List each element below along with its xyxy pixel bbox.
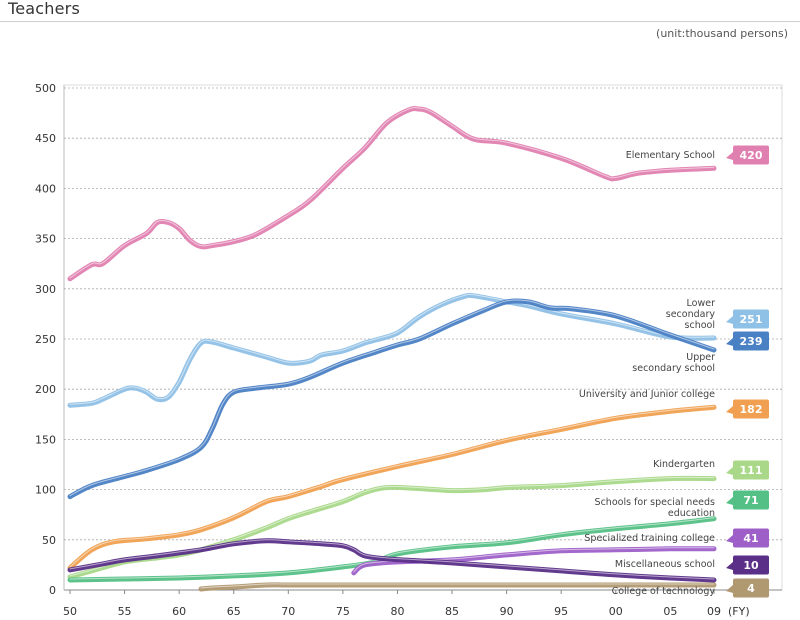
series-label-lower-secondary-school: school bbox=[685, 320, 715, 331]
series-line-elementary-school bbox=[67, 106, 717, 282]
y-tick-label: 200 bbox=[35, 383, 56, 396]
y-tick-label: 450 bbox=[35, 132, 56, 145]
x-tick-label: 75 bbox=[336, 605, 350, 618]
series-label-specialized-training-college: Specialized training college bbox=[584, 533, 715, 544]
value-badge-schools-for-special-needs-education bbox=[733, 490, 769, 510]
y-tick-label: 500 bbox=[35, 82, 56, 95]
series-line-miscellaneous-school bbox=[67, 538, 717, 583]
series-lines bbox=[67, 106, 717, 592]
y-tick-label: 400 bbox=[35, 182, 56, 195]
value-badge-text-kindergarten: 111 bbox=[740, 464, 763, 477]
series-label-kindergarten: Kindergarten bbox=[653, 459, 715, 470]
series-highlight-specialized-training-college bbox=[353, 547, 715, 573]
series-line-university-and-junior-college bbox=[67, 404, 717, 571]
badge-pointer-miscellaneous-school bbox=[726, 562, 733, 570]
x-tick-label: 85 bbox=[445, 605, 459, 618]
x-tick-label: 05 bbox=[663, 605, 677, 618]
x-tick-label: 50 bbox=[63, 605, 77, 618]
series-line-college-of-technology bbox=[198, 582, 717, 592]
badge-pointer-specialized-training-college bbox=[726, 535, 733, 543]
series-line-upper-secondary-school bbox=[67, 298, 717, 500]
x-tick-label: 80 bbox=[390, 605, 404, 618]
y-tick-label: 150 bbox=[35, 433, 56, 446]
series-label-lower-secondary-school: Lower bbox=[687, 298, 716, 309]
value-badge-kindergarten bbox=[733, 460, 769, 480]
y-tick-label: 100 bbox=[35, 484, 56, 497]
series-label-upper-secondary-school: Upper bbox=[686, 352, 715, 363]
x-tick-label: 09 bbox=[707, 605, 721, 618]
value-badge-university-and-junior-college bbox=[733, 399, 769, 419]
badge-pointer-schools-for-special-needs-education bbox=[726, 497, 733, 505]
badge-pointer-kindergarten bbox=[726, 467, 733, 475]
series-labels: 420 Elementary School 251 Lowersecondarysch… bbox=[579, 145, 769, 598]
y-tick-label: 50 bbox=[42, 534, 56, 547]
value-badge-text-lower-secondary-school: 251 bbox=[740, 313, 763, 326]
value-badge-elementary-school bbox=[733, 145, 769, 165]
value-badge-specialized-training-college bbox=[733, 528, 769, 548]
badge-pointer-lower-secondary-school bbox=[726, 316, 733, 324]
x-axis-ticks: 50 55 60 65 70 75 80 85 90 95 00 05 09 (FY) bbox=[63, 590, 750, 618]
y-axis-ticks: 0 50 100 150 200 250 300 350 400 450 500 bbox=[35, 82, 56, 597]
y-tick-label: 350 bbox=[35, 233, 56, 246]
series-label-upper-secondary-school: secondary school bbox=[632, 363, 715, 374]
value-badge-text-schools-for-special-needs-education: 71 bbox=[743, 494, 758, 507]
series-highlight-university-and-junior-college bbox=[69, 405, 715, 568]
unit-note: (unit:thousand persons) bbox=[656, 27, 788, 40]
value-badge-text-miscellaneous-school: 10 bbox=[743, 559, 759, 572]
x-tick-label: 65 bbox=[227, 605, 241, 618]
series-highlight-elementary-school bbox=[69, 107, 715, 279]
badge-pointer-college-of-technology bbox=[726, 585, 733, 593]
x-tick-label: 60 bbox=[172, 605, 186, 618]
value-badge-college-of-technology bbox=[733, 578, 769, 598]
x-tick-label: 90 bbox=[500, 605, 514, 618]
y-tick-label: 300 bbox=[35, 283, 56, 296]
page-title: Teachers bbox=[8, 0, 80, 18]
series-label-schools-for-special-needs-education: education bbox=[668, 508, 715, 519]
series-label-lower-secondary-school: secondary bbox=[666, 309, 716, 320]
x-tick-label: 95 bbox=[554, 605, 568, 618]
title-divider bbox=[0, 21, 800, 22]
badge-pointer-upper-secondary-school bbox=[726, 338, 733, 346]
series-label-miscellaneous-school: Miscellaneous school bbox=[615, 559, 715, 570]
series-highlight-college-of-technology bbox=[200, 583, 715, 589]
series-highlight-upper-secondary-school bbox=[69, 299, 715, 497]
value-badge-text-college-of-technology: 4 bbox=[747, 582, 755, 595]
value-badge-text-elementary-school: 420 bbox=[740, 149, 763, 162]
value-badge-lower-secondary-school bbox=[733, 309, 769, 329]
value-badge-text-specialized-training-college: 41 bbox=[743, 532, 758, 545]
value-badge-text-upper-secondary-school: 239 bbox=[740, 335, 763, 348]
value-badge-miscellaneous-school bbox=[733, 555, 769, 575]
x-tick-label: 55 bbox=[118, 605, 132, 618]
x-axis-unit: (FY) bbox=[728, 605, 750, 618]
x-tick-label: 70 bbox=[281, 605, 295, 618]
badge-pointer-university-and-junior-college bbox=[726, 406, 733, 414]
series-label-university-and-junior-college: University and Junior college bbox=[579, 389, 715, 400]
y-tick-label: 250 bbox=[35, 333, 56, 346]
y-tick-label: 0 bbox=[49, 584, 56, 597]
series-highlight-miscellaneous-school bbox=[69, 539, 715, 580]
series-label-elementary-school: Elementary School bbox=[626, 150, 715, 161]
series-line-specialized-training-college bbox=[351, 546, 717, 576]
value-badge-upper-secondary-school bbox=[733, 331, 769, 351]
value-badge-text-university-and-junior-college: 182 bbox=[740, 403, 763, 416]
badge-pointer-elementary-school bbox=[726, 152, 733, 160]
x-tick-label: 00 bbox=[609, 605, 623, 618]
series-label-schools-for-special-needs-education: Schools for special needs bbox=[595, 497, 715, 508]
series-label-college-of-technology: College of technology bbox=[612, 586, 716, 597]
